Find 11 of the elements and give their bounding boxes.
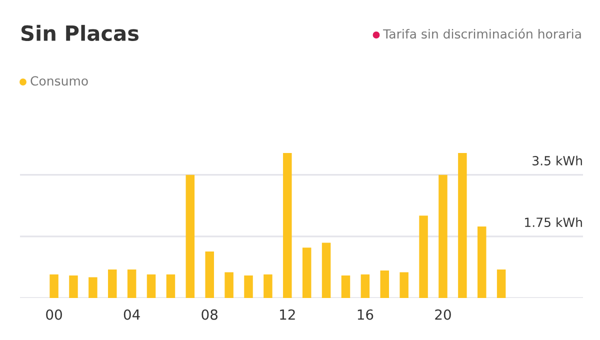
- legend-label: Consumo: [30, 76, 88, 86]
- legend-label: Tarifa sin discriminación horaria: [383, 28, 581, 39]
- y-tick-label: 3.5 kWh: [532, 156, 582, 166]
- chart-title: Sin Placas: [21, 24, 139, 42]
- x-tick-label: 16: [358, 309, 374, 320]
- x-tick-label: 20: [435, 309, 451, 320]
- x-tick-label: 08: [202, 309, 218, 320]
- x-tick-label: 12: [280, 309, 295, 320]
- y-tick-label: 1.75 kWh: [525, 217, 582, 228]
- x-tick-label: 04: [124, 309, 140, 320]
- x-tick-label: 00: [46, 309, 62, 320]
